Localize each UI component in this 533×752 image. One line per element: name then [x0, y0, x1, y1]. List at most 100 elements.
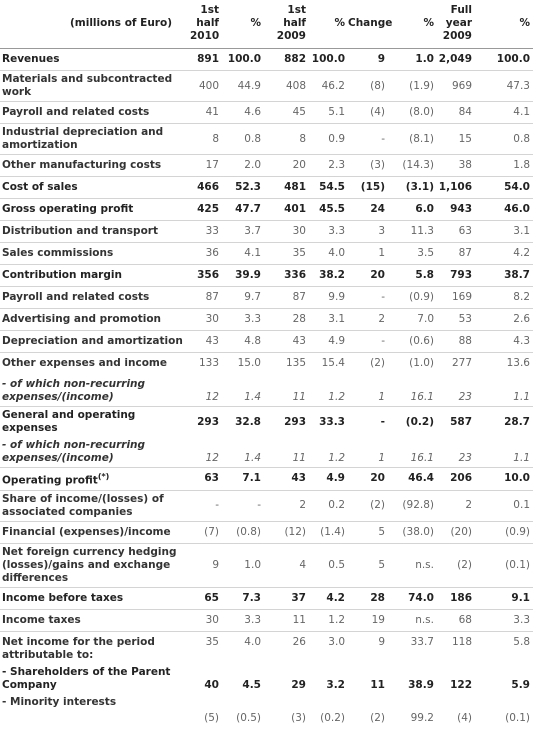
- value-cell: 4.9: [309, 467, 348, 490]
- label-text: - of which non-recurring expenses/(incom…: [2, 439, 146, 464]
- value-cell: 4.8: [222, 330, 264, 353]
- value-cell: 7.0: [388, 308, 437, 331]
- value-cell: (4): [457, 711, 472, 724]
- row-label: - of which non-recurring expenses/(incom…: [0, 376, 190, 407]
- table-row: Income taxes 30 3.3 11 1.2 19 n.s. 68 3.3: [0, 608, 533, 631]
- table-row: Gross operating profit 425 47.7 401 45.5 24 6.…: [0, 198, 533, 221]
- table-row: Payroll and related costs 87 9.7 87 9.9- (0.9…: [0, 286, 533, 309]
- value-cell: 186: [437, 586, 475, 609]
- label-text: Depreciation and amortization: [2, 335, 183, 347]
- value-cell: 4.2: [475, 242, 533, 265]
- label-text: Advertising and promotion: [2, 313, 162, 325]
- value-cell: 2: [348, 308, 388, 331]
- value-cell: 12: [205, 391, 219, 403]
- value-cell: 46.2: [309, 70, 348, 102]
- value-cell: 41: [190, 101, 222, 124]
- value-cell: 1.0: [388, 48, 437, 71]
- table-row: Distribution and transport 33 3.7 30 3.3 3 11.…: [0, 220, 533, 243]
- footnote-mark: (*): [97, 472, 110, 481]
- table-row: Share of income/(losses) of associated c…: [0, 489, 533, 521]
- value-cell: 8.2: [475, 286, 533, 309]
- value-cell: 7.3: [222, 586, 264, 609]
- table-row: Depreciation and amortization 43 4.8 43 4.9-…: [0, 330, 533, 353]
- row-label: Financial (expenses)/income: [0, 520, 190, 543]
- column-header: Full year 2009: [437, 0, 475, 49]
- value-cell: 5: [348, 542, 388, 587]
- label-text: Share of income/(losses) of associated c…: [2, 492, 164, 518]
- value-cell: (15): [348, 176, 388, 199]
- value-cell: 43: [190, 330, 222, 353]
- value-cell: (2): [437, 542, 475, 587]
- value-cell: 0.1: [475, 489, 533, 521]
- value-cell: 63: [437, 220, 475, 243]
- value-cell: -: [222, 489, 264, 521]
- value-cell: n.s.: [388, 542, 437, 587]
- value-cell: 4: [264, 542, 309, 587]
- value-cell: 400: [190, 70, 222, 102]
- value-cell: 401: [264, 198, 309, 221]
- value-cell: 33.3: [309, 406, 348, 437]
- value-cell: (2): [348, 489, 388, 521]
- label-text: - of which non-recurring expenses/(incom…: [2, 378, 146, 403]
- value-cell: 293: [190, 406, 222, 437]
- value-cell: 425: [190, 198, 222, 221]
- label-text: Payroll and related costs: [2, 106, 150, 118]
- row-label: Other manufacturing costs: [0, 154, 190, 177]
- value-cell: 43: [264, 330, 309, 353]
- row-label: Income taxes: [0, 608, 190, 631]
- value-cell: 12: [205, 452, 219, 464]
- value-cell: (3.1): [388, 176, 437, 199]
- value-cell: 32.8: [222, 406, 264, 437]
- value-cell: 481: [264, 176, 309, 199]
- value-cell: 5.1: [309, 101, 348, 124]
- value-cell: 33.7: [388, 630, 437, 664]
- value-cell: 5.8: [475, 630, 533, 664]
- row-label: Share of income/(losses) of associated c…: [0, 489, 190, 521]
- table-row: Industrial depreciation and amortization…: [0, 123, 533, 155]
- value-cell: (1.9): [388, 70, 437, 102]
- label-text: Financial (expenses)/income: [2, 525, 171, 538]
- value-cell: (38.0): [388, 520, 437, 543]
- row-label: Net foreign currency hedging (losses)/ga…: [0, 542, 190, 587]
- value-cell: -: [348, 123, 388, 155]
- value-cell: 882: [264, 48, 309, 71]
- value-cell: 9: [348, 48, 388, 71]
- value-cell: 3.2: [326, 678, 345, 691]
- row-label: Contribution margin: [0, 264, 190, 287]
- value-cell: (0.1): [505, 711, 530, 724]
- value-cell: 38: [437, 154, 475, 177]
- label-text: - Shareholders of the Parent Company: [2, 665, 171, 691]
- row-label: - Shareholders of the Parent Company: [0, 664, 190, 694]
- label-text: General and operating expenses: [2, 409, 136, 434]
- financial-table: (millions of Euro) 1st half 2010% 1st half…: [0, 0, 533, 724]
- column-header: (millions of Euro): [0, 0, 190, 49]
- value-cell: 9: [348, 630, 388, 664]
- row-label: Other expenses and income: [0, 352, 190, 376]
- value-cell: -: [348, 406, 388, 437]
- value-cell: 11: [292, 391, 306, 403]
- value-cell: 1,106: [437, 176, 475, 199]
- value-cell: 206: [437, 467, 475, 490]
- value-cell: 118: [437, 630, 475, 664]
- value-cell: 28.7: [475, 406, 533, 437]
- value-cell: 4.0: [309, 242, 348, 265]
- value-cell: 29: [291, 678, 306, 691]
- value-cell: 1.2: [328, 452, 345, 464]
- value-cell: 1.4: [244, 391, 261, 403]
- table-row: Net income for the period attributable t…: [0, 630, 533, 664]
- table-row: - of which non-recurring expenses/(incom…: [0, 437, 533, 468]
- value-cell: 1.0: [222, 542, 264, 587]
- value-cell: 4.1: [475, 101, 533, 124]
- label-text: Income taxes: [2, 613, 81, 626]
- value-cell: 9: [190, 542, 222, 587]
- value-cell: 0.8: [475, 123, 533, 155]
- value-cell: 87: [264, 286, 309, 309]
- value-cell: 87: [190, 286, 222, 309]
- column-header: %: [388, 0, 437, 49]
- value-cell: 35: [264, 242, 309, 265]
- value-cell: 47.7: [222, 198, 264, 221]
- value-cell: 65: [190, 586, 222, 609]
- value-cell: 23: [458, 391, 472, 403]
- value-cell: (0.6): [388, 330, 437, 353]
- row-label: Distribution and transport: [0, 220, 190, 243]
